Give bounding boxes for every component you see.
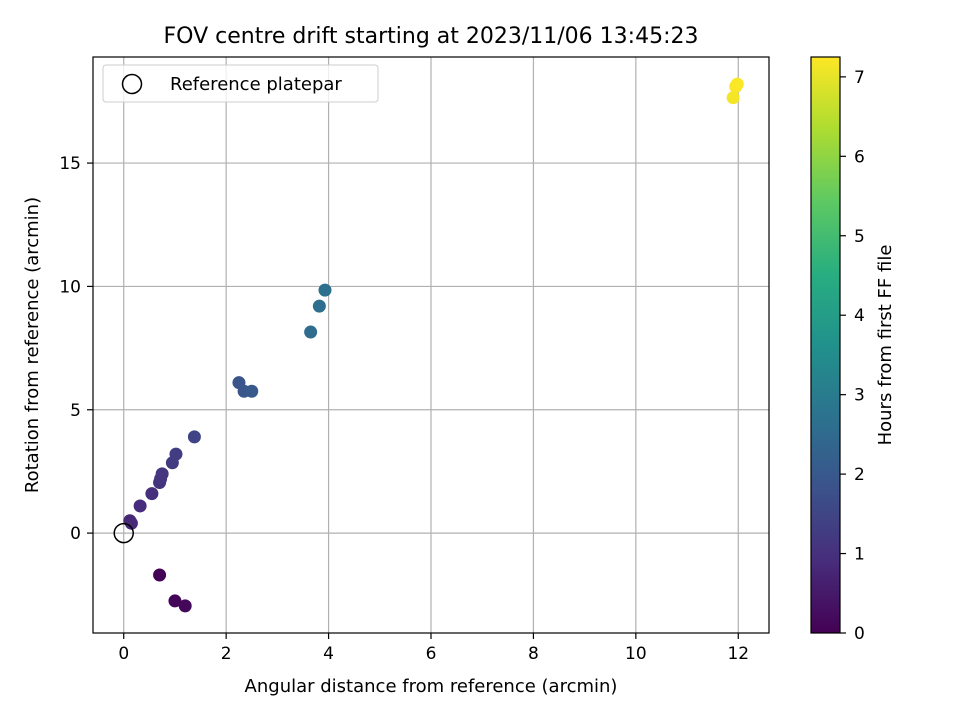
x-tick-label: 10 <box>625 644 647 664</box>
colorbar-tick-label: 6 <box>854 147 865 167</box>
x-tick-label: 6 <box>426 644 437 664</box>
colorbar-tick-label: 0 <box>854 624 865 644</box>
x-axis-ticks: 0 2 4 6 8 10 12 <box>118 633 749 664</box>
grid-lines <box>93 57 769 633</box>
colorbar-tick-label: 3 <box>854 386 865 406</box>
colorbar: 0 1 2 3 4 5 6 7 Hours from first FF file <box>810 56 896 644</box>
y-axis-label: Rotation from reference (arcmin) <box>22 197 43 493</box>
colorbar-tick-label: 4 <box>854 306 865 326</box>
legend-marker <box>121 73 143 95</box>
y-tick-label: 0 <box>70 524 81 544</box>
y-axis-ticks: 0 5 10 15 <box>59 154 93 544</box>
colorbar-gradient <box>810 56 841 634</box>
colorbar-tick-label: 7 <box>854 68 865 88</box>
legend-box <box>102 64 379 103</box>
data-point <box>312 299 326 313</box>
data-point <box>187 430 201 444</box>
colorbar-tick-label: 1 <box>854 545 865 565</box>
x-tick-label: 12 <box>727 644 749 664</box>
reference-platepar-marker <box>113 522 134 544</box>
data-point <box>153 568 167 582</box>
y-tick-label: 15 <box>59 154 81 174</box>
x-tick-label: 2 <box>221 644 232 664</box>
colorbar-tick-label: 5 <box>854 227 865 247</box>
data-point <box>155 467 169 481</box>
data-point <box>169 447 183 461</box>
data-point <box>245 384 259 398</box>
y-tick-label: 5 <box>70 401 81 421</box>
data-point <box>730 77 744 91</box>
data-point <box>304 325 318 339</box>
x-tick-label: 8 <box>528 644 539 664</box>
data-point <box>318 283 332 297</box>
y-tick-label: 10 <box>59 277 81 297</box>
legend-entry: Reference platepar <box>170 74 342 95</box>
x-axis-label: Angular distance from reference (arcmin) <box>245 676 618 697</box>
data-point <box>145 487 159 501</box>
x-tick-label: 4 <box>323 644 334 664</box>
chart-title: FOV centre drift starting at 2023/11/06 … <box>164 24 699 49</box>
data-point <box>726 91 740 105</box>
data-point <box>168 594 182 608</box>
data-points <box>123 77 744 613</box>
legend: Reference platepar <box>102 64 379 103</box>
data-point <box>178 599 192 613</box>
colorbar-label: Hours from first FF file <box>875 245 896 446</box>
colorbar-ticks: 0 1 2 3 4 5 6 7 <box>840 68 865 644</box>
data-point <box>124 516 138 530</box>
data-point <box>133 499 147 513</box>
colorbar-tick-label: 2 <box>854 465 865 485</box>
x-tick-label: 0 <box>118 644 129 664</box>
